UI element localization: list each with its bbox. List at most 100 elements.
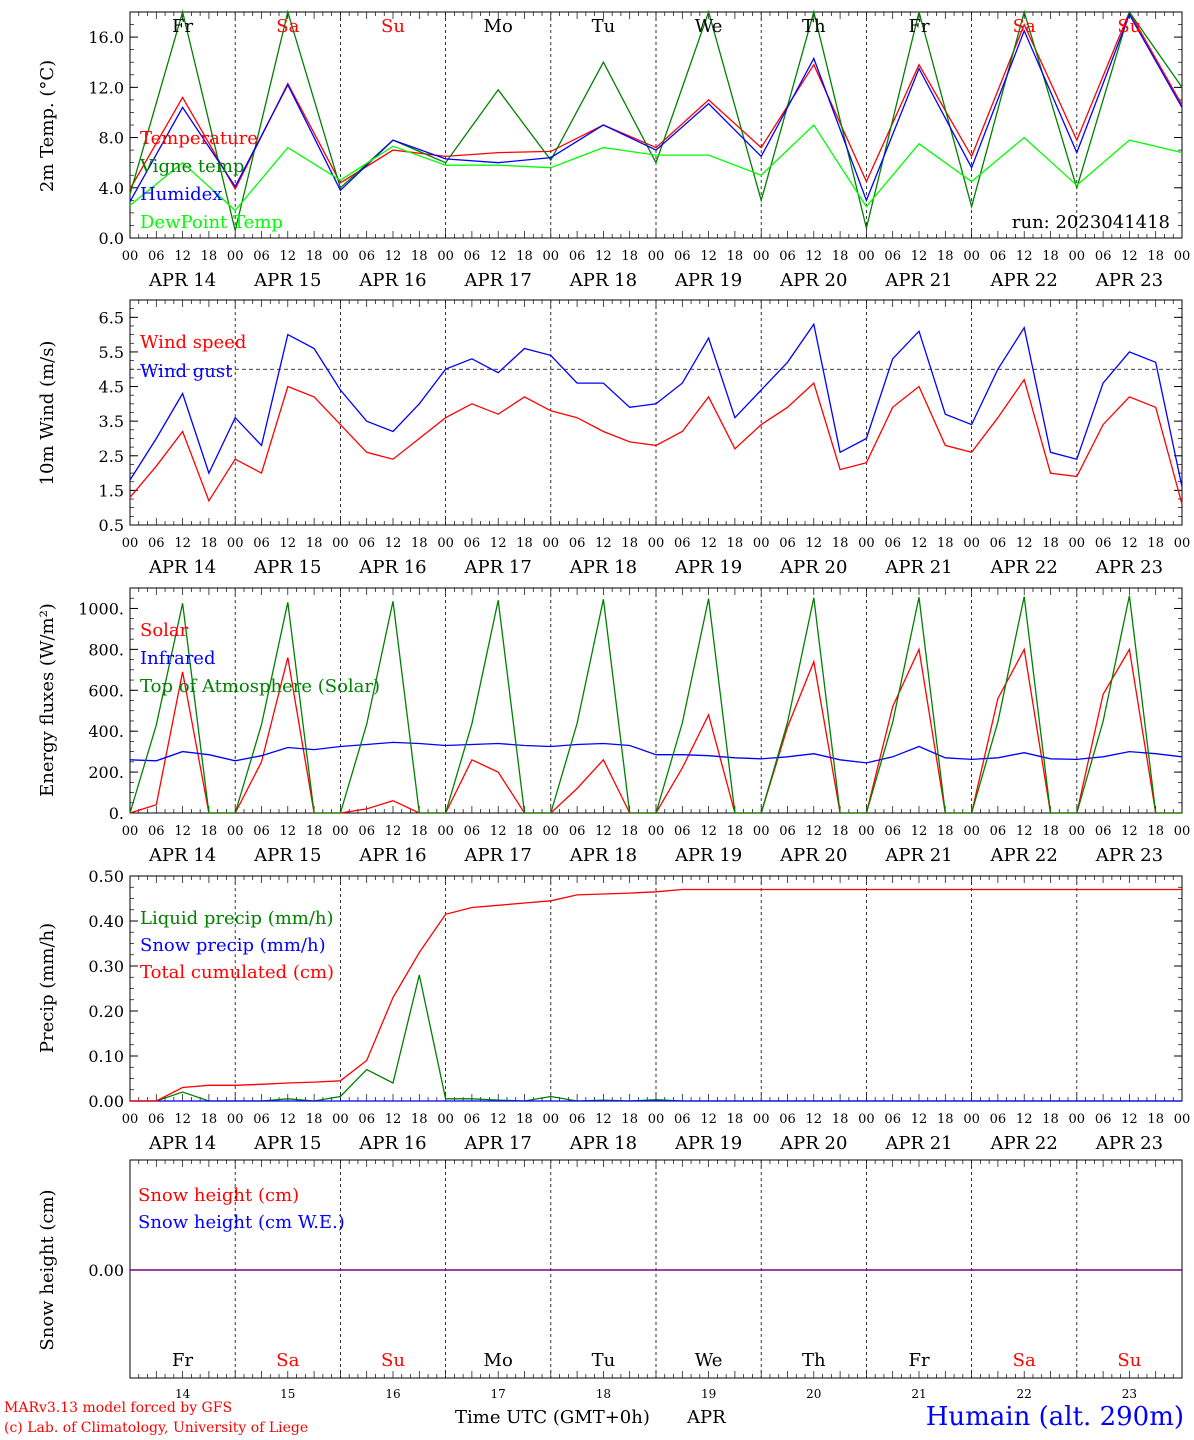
y-tick-label: 0.00 xyxy=(88,1261,124,1280)
y-tick-label: 16.0 xyxy=(88,28,124,47)
hour-label: 06 xyxy=(674,249,691,264)
hour-label: 00 xyxy=(437,249,454,264)
panel-frame-energy xyxy=(129,587,1183,814)
y-tick-label: 12.0 xyxy=(88,78,124,97)
day-label: APR 14 xyxy=(148,1133,216,1154)
hour-label: 12 xyxy=(174,536,191,551)
hour-label: 06 xyxy=(674,1112,691,1127)
weekday-label: Th xyxy=(802,16,826,37)
y-tick-label: 400. xyxy=(88,722,124,741)
y-tick-label: 0.50 xyxy=(88,867,124,886)
hour-label: 18 xyxy=(516,824,533,839)
legend-label: Temperature xyxy=(140,128,258,149)
hour-label: 06 xyxy=(990,824,1007,839)
hour-label: 12 xyxy=(700,1112,717,1127)
day-label: APR 22 xyxy=(990,270,1058,291)
hour-label: 12 xyxy=(911,536,928,551)
y-tick-label: 8.0 xyxy=(99,129,124,148)
day-label: APR 16 xyxy=(358,270,426,291)
credit-lab: (c) Lab. of Climatology, University of L… xyxy=(4,1420,309,1436)
panel-frame-wind xyxy=(129,299,1183,526)
day-number-label: 14 xyxy=(175,1387,191,1401)
hour-label: 12 xyxy=(174,1112,191,1127)
y-tick-label: 6.5 xyxy=(99,308,124,327)
day-label: APR 14 xyxy=(148,845,216,866)
hour-label: 06 xyxy=(569,536,586,551)
day-label: APR 16 xyxy=(358,557,426,578)
hour-label: 12 xyxy=(595,1112,612,1127)
hour-label: 12 xyxy=(806,536,823,551)
hour-label: 06 xyxy=(884,1112,901,1127)
series-line xyxy=(129,12,1183,203)
day-label: APR 23 xyxy=(1095,845,1163,866)
hour-label: 06 xyxy=(1095,249,1112,264)
hour-label: 18 xyxy=(411,1112,428,1127)
day-label: APR 22 xyxy=(990,845,1058,866)
hour-label: 12 xyxy=(385,536,402,551)
weekday-label: Mo xyxy=(484,1350,513,1371)
hour-label: 18 xyxy=(516,1112,533,1127)
hour-label: 18 xyxy=(727,536,744,551)
hour-label: 12 xyxy=(280,1112,297,1127)
hour-label: 18 xyxy=(621,1112,638,1127)
hour-label: 12 xyxy=(490,824,507,839)
hour-label: 18 xyxy=(411,249,428,264)
day-number-label: 23 xyxy=(1122,1387,1137,1401)
weekday-label: Fr xyxy=(908,1350,929,1371)
weekday-label: Tu xyxy=(592,1350,616,1371)
day-number-label: 21 xyxy=(911,1387,926,1401)
hour-label: 12 xyxy=(490,1112,507,1127)
y-axis-label: 2m Temp. (°C) xyxy=(37,60,58,192)
hour-label: 06 xyxy=(884,824,901,839)
legend-label: DewPoint Temp xyxy=(140,212,283,233)
hour-label: 12 xyxy=(1016,249,1033,264)
y-tick-label: 0.30 xyxy=(88,957,124,976)
hour-label: 18 xyxy=(621,824,638,839)
hour-label: 18 xyxy=(727,824,744,839)
hour-label: 06 xyxy=(1095,536,1112,551)
hour-label: 12 xyxy=(1016,1112,1033,1127)
hour-label: 00 xyxy=(543,536,560,551)
day-label: APR 16 xyxy=(358,845,426,866)
hour-label: 12 xyxy=(911,1112,928,1127)
weekday-label: Fr xyxy=(908,16,929,37)
series-line xyxy=(129,10,1183,191)
hour-label: 06 xyxy=(884,536,901,551)
day-label: APR 18 xyxy=(569,1133,637,1154)
hour-label: 00 xyxy=(437,536,454,551)
day-number-label: 15 xyxy=(280,1387,295,1401)
day-label: APR 19 xyxy=(674,557,742,578)
hour-label: 06 xyxy=(779,536,796,551)
day-label: APR 21 xyxy=(884,845,952,866)
station-label: Humain (alt. 290m) xyxy=(925,1402,1184,1432)
hour-label: 06 xyxy=(464,536,481,551)
day-label: APR 17 xyxy=(464,270,532,291)
hour-label: 06 xyxy=(569,1112,586,1127)
day-label: APR 15 xyxy=(253,557,321,578)
hour-label: 06 xyxy=(358,249,375,264)
y-axis-label: Snow height (cm) xyxy=(37,1189,58,1350)
hour-label: 06 xyxy=(464,824,481,839)
weekday-label: Th xyxy=(802,1350,826,1371)
day-number-label: 20 xyxy=(806,1387,821,1401)
hour-label: 06 xyxy=(990,249,1007,264)
hour-label: 18 xyxy=(516,536,533,551)
hour-label: 18 xyxy=(832,536,849,551)
legend-label: Humidex xyxy=(140,184,222,205)
hour-label: 06 xyxy=(990,1112,1007,1127)
hour-label: 00 xyxy=(332,249,349,264)
hour-label: 18 xyxy=(937,536,954,551)
hour-label: 06 xyxy=(358,536,375,551)
y-tick-label: 1.5 xyxy=(99,481,124,500)
hour-label: 12 xyxy=(280,824,297,839)
hour-label: 18 xyxy=(1042,824,1059,839)
hour-label: 00 xyxy=(1069,1112,1086,1127)
hour-label: 00 xyxy=(648,536,665,551)
hour-label: 00 xyxy=(227,824,244,839)
day-label: APR 21 xyxy=(884,557,952,578)
hour-label: 18 xyxy=(1147,1112,1164,1127)
day-label: APR 19 xyxy=(674,270,742,291)
day-label: APR 19 xyxy=(674,1133,742,1154)
hour-label: 12 xyxy=(385,824,402,839)
